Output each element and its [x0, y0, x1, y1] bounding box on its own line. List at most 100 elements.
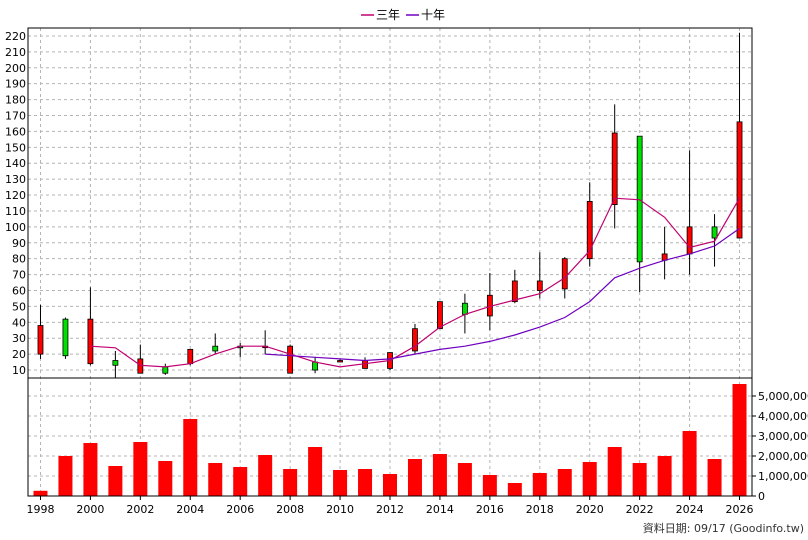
volume-bar-2010 [333, 470, 348, 496]
volume-bar-2000 [83, 443, 98, 496]
price-tick-label: 180 [5, 94, 26, 107]
price-tick-label: 210 [5, 46, 26, 59]
year-tick-label: 1998 [26, 503, 54, 516]
volume-bar-2005 [208, 463, 223, 496]
year-tick-label: 2020 [576, 503, 604, 516]
candle-body-2022 [636, 135, 643, 263]
candle-body-2013 [412, 328, 418, 352]
price-tick-label: 10 [12, 364, 26, 377]
year-tick-label: 2024 [676, 503, 704, 516]
candle-body-2014 [437, 301, 443, 330]
ma-line-三年 [90, 197, 741, 368]
year-tick-label: 2026 [726, 503, 754, 516]
candle-body-2024 [686, 226, 693, 255]
year-tick-label: 2000 [76, 503, 104, 516]
volume-bar-2018 [532, 473, 547, 496]
price-tick-label: 150 [5, 141, 26, 154]
price-tick-label: 50 [12, 300, 26, 313]
candle-body-1999 [62, 318, 69, 357]
volume-bar-2015 [457, 463, 472, 496]
volume-bar-2019 [557, 469, 572, 496]
volume-bar-2004 [183, 419, 198, 496]
year-axis-ticks: 1998 2000 2002 2004 2006 2008 2010 2012 2014 2016… [26, 496, 754, 516]
candle-body-2017 [511, 280, 518, 303]
candle-body-2002 [137, 358, 144, 374]
candle-body-2005 [212, 345, 219, 352]
candle-body-2019 [561, 258, 568, 290]
year-tick-label: 2004 [176, 503, 204, 516]
volume-tick-label: 2,000,000 [758, 450, 808, 463]
candle-body-2004 [187, 348, 194, 365]
price-tick-label: 70 [12, 269, 26, 282]
volume-tick-label: 5,000,000 [758, 390, 808, 403]
price-tick-label: 30 [12, 332, 26, 345]
volume-axis-ticks: 0 1,000,000 2,000,000 3,000,000 4,000,000 5,0… [752, 390, 808, 503]
price-tick-label: 170 [5, 110, 26, 123]
moving-average-lines [90, 197, 741, 368]
candle-body-2008 [287, 345, 294, 374]
volume-tick-label: 1,000,000 [758, 470, 808, 483]
candle-body-2015 [461, 302, 468, 315]
price-tick-label: 130 [5, 173, 26, 186]
price-tick-label: 20 [12, 348, 26, 361]
volume-bar-2020 [582, 462, 597, 496]
candle-body-2021 [611, 132, 618, 205]
price-tick-label: 200 [5, 62, 26, 75]
price-axis-ticks: 10 20 30 40 50 60 70 80 90 100 110 120 130 140 150 160 1… [5, 30, 26, 377]
volume-bar-2007 [258, 455, 273, 496]
price-tick-label: 190 [5, 78, 26, 91]
legend: 三年 十年 [361, 8, 445, 22]
volume-bar-2026 [732, 384, 747, 496]
price-tick-label: 40 [12, 316, 26, 329]
volume-bar-2023 [657, 456, 672, 496]
year-tick-label: 2016 [476, 503, 504, 516]
volume-bar-2016 [482, 475, 497, 496]
volume-bar-2017 [507, 483, 522, 496]
price-tick-label: 120 [5, 189, 26, 202]
volume-bar-2001 [108, 466, 123, 496]
volume-bar-2014 [432, 454, 447, 496]
candle-body-2003 [162, 366, 169, 374]
year-tick-label: 2014 [426, 503, 454, 516]
candle-body-2000 [87, 318, 94, 365]
year-tick-label: 2006 [226, 503, 254, 516]
year-tick-label: 2018 [526, 503, 554, 516]
candle-body-2018 [536, 280, 543, 291]
volume-bar-2006 [233, 467, 248, 496]
volume-bar-2009 [308, 447, 323, 496]
legend-label-3yr: 三年 [376, 8, 400, 22]
candle-body-2009 [312, 361, 319, 371]
volume-bar-2013 [407, 459, 422, 496]
candle-body-2001 [112, 360, 119, 366]
volume-bar-2003 [158, 461, 173, 496]
volume-bar-2012 [383, 474, 397, 496]
volume-bar-2024 [682, 431, 697, 496]
price-tick-label: 160 [5, 125, 26, 138]
price-tick-label: 220 [5, 30, 26, 43]
candle-body-2026 [736, 121, 743, 239]
price-tick-label: 110 [5, 205, 26, 218]
legend-label-10yr: 十年 [421, 8, 445, 22]
volume-bars [33, 384, 747, 496]
candle-body-2010 [337, 360, 343, 363]
volume-tick-label: 3,000,000 [758, 430, 808, 443]
year-tick-label: 2010 [326, 503, 354, 516]
volume-bar-1998 [33, 490, 48, 496]
candle-body-1998 [37, 325, 44, 355]
source-label: 資料日期: 09/17 (Goodinfo.tw) [643, 521, 804, 535]
year-tick-label: 2012 [376, 503, 404, 516]
volume-tick-label: 0 [758, 490, 765, 503]
volume-bar-1999 [58, 456, 73, 496]
volume-bar-2022 [632, 463, 647, 496]
volume-bar-2002 [133, 442, 148, 496]
price-tick-label: 140 [5, 157, 26, 170]
ma-line-十年 [265, 228, 740, 362]
price-tick-label: 60 [12, 285, 26, 298]
year-tick-label: 2022 [626, 503, 654, 516]
price-tick-label: 80 [12, 253, 26, 266]
volume-bar-2011 [358, 469, 373, 496]
candle-body-2025 [711, 226, 718, 239]
year-tick-label: 2008 [276, 503, 304, 516]
volume-bar-2025 [707, 459, 722, 496]
